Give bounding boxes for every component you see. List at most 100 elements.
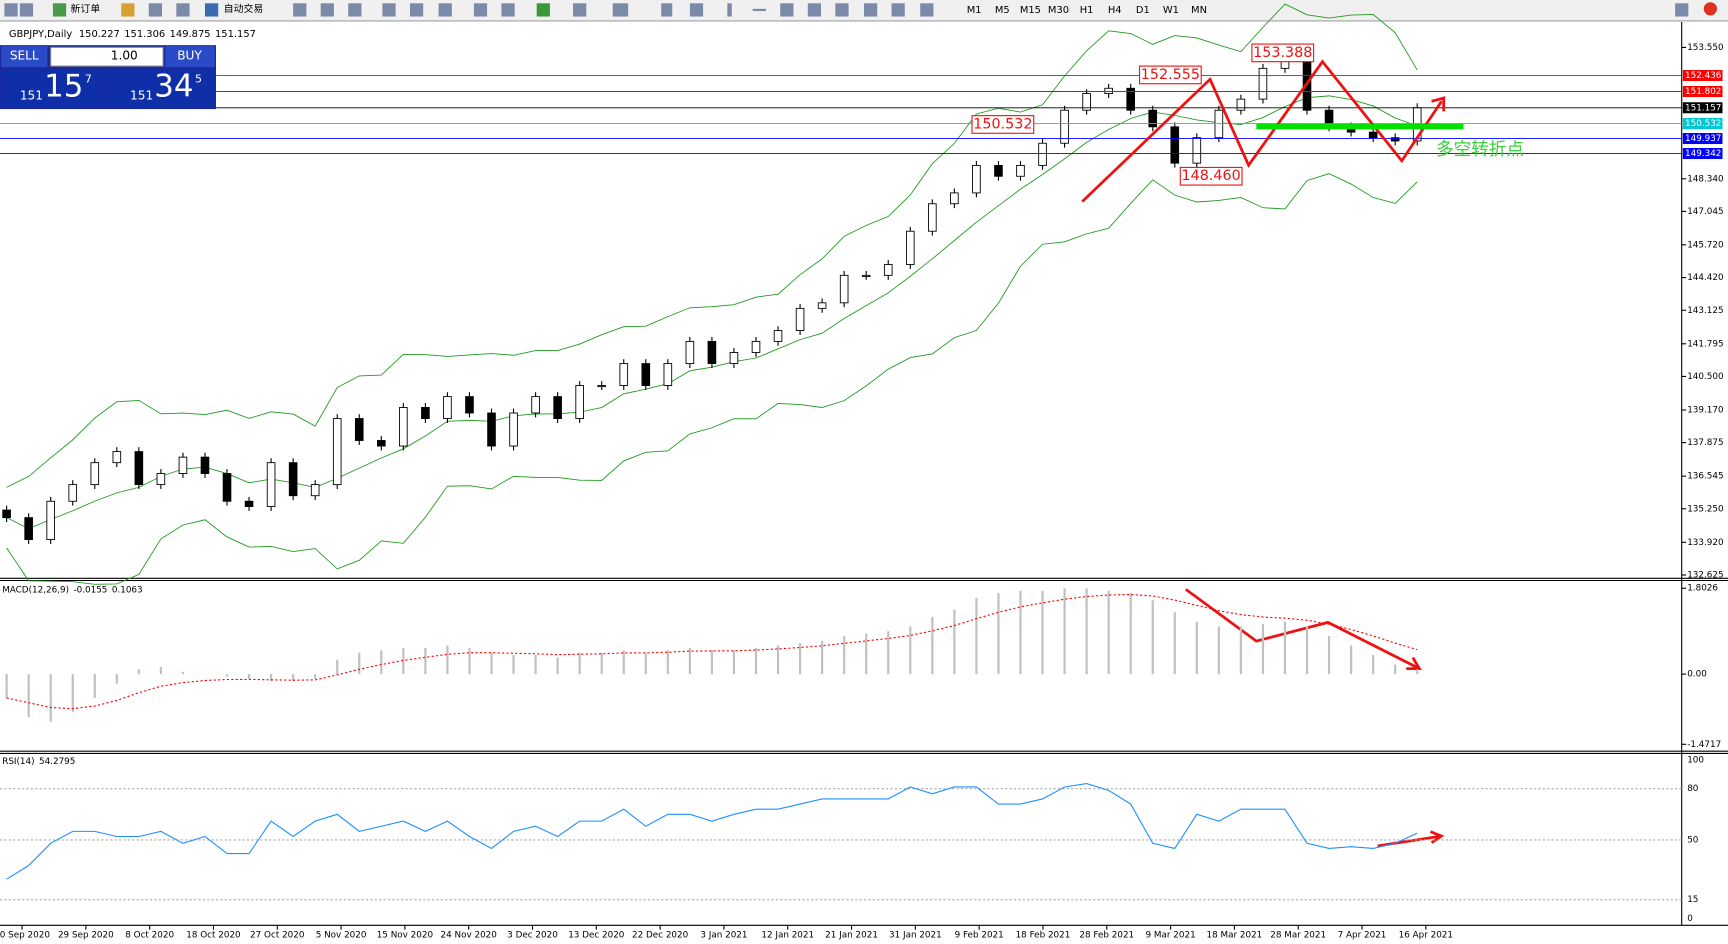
macd-tick-label: 1.8026	[1687, 584, 1718, 594]
price-tick-label: 153.550	[1687, 43, 1724, 53]
timeframe[interactable]: D1	[1136, 5, 1150, 16]
timeframe[interactable]: H4	[1108, 5, 1122, 16]
price-label-bg	[1682, 118, 1723, 130]
candle	[1368, 131, 1378, 139]
bid-box[interactable]	[1, 69, 106, 108]
candle	[134, 451, 144, 486]
icon[interactable]	[780, 3, 794, 17]
icon[interactable]	[382, 3, 396, 17]
icon[interactable]	[661, 3, 673, 17]
icon[interactable]	[835, 3, 849, 17]
candle	[839, 274, 849, 304]
icon[interactable]	[409, 3, 424, 17]
bid-point: 7	[85, 72, 92, 85]
date-label: 16 Apr 2021	[1399, 931, 1453, 941]
ask-box[interactable]	[108, 69, 215, 108]
ask-point: 5	[195, 72, 202, 85]
date-label: 22 Dec 2020	[632, 931, 689, 941]
buy-button[interactable]	[165, 46, 215, 68]
timeframe[interactable]: M5	[995, 5, 1010, 16]
icon[interactable]	[204, 3, 219, 17]
price-label: 151.802	[1685, 87, 1721, 97]
candle	[1104, 87, 1113, 95]
high: 151.306	[124, 29, 165, 40]
timeframe[interactable]: H1	[1080, 5, 1094, 16]
timeframe[interactable]: W1	[1163, 5, 1179, 16]
date-label: 15 Nov 2020	[377, 931, 434, 941]
candle	[222, 473, 232, 502]
timeframe[interactable]: M30	[1048, 5, 1069, 16]
icon[interactable]	[891, 3, 905, 17]
bollinger-band	[6, 173, 1418, 585]
icon[interactable]	[320, 3, 334, 17]
timeframe[interactable]: M15	[1020, 5, 1041, 16]
icon[interactable]	[4, 3, 18, 17]
candle	[399, 407, 408, 447]
sell-label[interactable]: SELL	[10, 49, 39, 63]
icon[interactable]	[348, 3, 362, 17]
candle	[509, 412, 518, 447]
candle	[310, 484, 320, 497]
search-icon[interactable]	[1675, 3, 1689, 17]
icon[interactable]	[52, 3, 67, 17]
macd-signal	[6, 594, 1418, 710]
price-tick-label: 147.045	[1687, 207, 1723, 217]
buy-label[interactable]: BUY	[177, 49, 202, 63]
icon[interactable]	[501, 3, 515, 17]
icon[interactable]	[752, 8, 766, 12]
icon[interactable]	[19, 3, 34, 17]
icon[interactable]	[148, 3, 162, 17]
new-order[interactable]: 新订单	[71, 2, 101, 15]
candle	[2, 509, 11, 519]
chart-title: GBPJPY,Daily 150.227 151.306 149.875 151.157	[9, 29, 256, 40]
icon[interactable]	[121, 3, 135, 17]
rsi-tick-label: 0	[1687, 914, 1693, 924]
candle	[1060, 109, 1069, 144]
lot-value[interactable]: 1.00	[111, 49, 138, 63]
candle	[443, 396, 452, 419]
zigzag-arrow	[1081, 59, 1443, 203]
icon[interactable]	[536, 3, 550, 17]
candle	[200, 456, 210, 474]
icon[interactable]	[612, 3, 629, 17]
annotation: 150.532	[973, 116, 1032, 132]
icon[interactable]	[438, 3, 452, 17]
one-click-panel: SELL 1.00 BUY 151 15 7 151 34 5	[0, 45, 216, 110]
candle	[751, 340, 761, 353]
icon[interactable]	[573, 3, 587, 17]
auto-trading[interactable]: 自动交易	[224, 2, 264, 15]
icon[interactable]	[920, 3, 934, 17]
trend-arrows	[1081, 59, 1446, 848]
notification-icon[interactable]	[1703, 2, 1717, 16]
rsi-tick-label: 100	[1687, 756, 1704, 766]
rsi-tick-label: 80	[1687, 784, 1699, 794]
candle	[597, 385, 607, 388]
date-label: 13 Dec 2020	[568, 931, 625, 941]
price-label: 152.436	[1685, 71, 1722, 81]
rsi-tick-label: 15	[1687, 895, 1698, 905]
candle	[950, 192, 959, 205]
icon[interactable]	[727, 3, 732, 17]
date-label: 5 Nov 2020	[316, 931, 367, 941]
candle	[928, 203, 937, 232]
icon[interactable]	[864, 3, 878, 17]
icon[interactable]	[176, 3, 190, 17]
candle	[244, 500, 254, 507]
pivot-note: 多空转折点	[1436, 140, 1524, 160]
icon[interactable]	[689, 3, 704, 17]
sell-button[interactable]	[1, 46, 48, 68]
open: 150.227	[79, 29, 120, 40]
price-label: 149.342	[1685, 149, 1721, 159]
date-label: 21 Jan 2021	[825, 931, 878, 941]
price-tick-label: 132.625	[1687, 570, 1723, 580]
icon[interactable]	[473, 3, 488, 17]
candle	[641, 363, 651, 386]
price-tick-label: 140.500	[1687, 372, 1724, 382]
icon[interactable]	[807, 3, 822, 17]
timeframe[interactable]: MN	[1191, 5, 1207, 16]
timeframe[interactable]: M1	[967, 5, 982, 16]
rsi-title: RSI(14) 54.2795	[2, 757, 75, 767]
icon[interactable]	[293, 3, 307, 17]
lot-input[interactable]	[50, 46, 164, 67]
